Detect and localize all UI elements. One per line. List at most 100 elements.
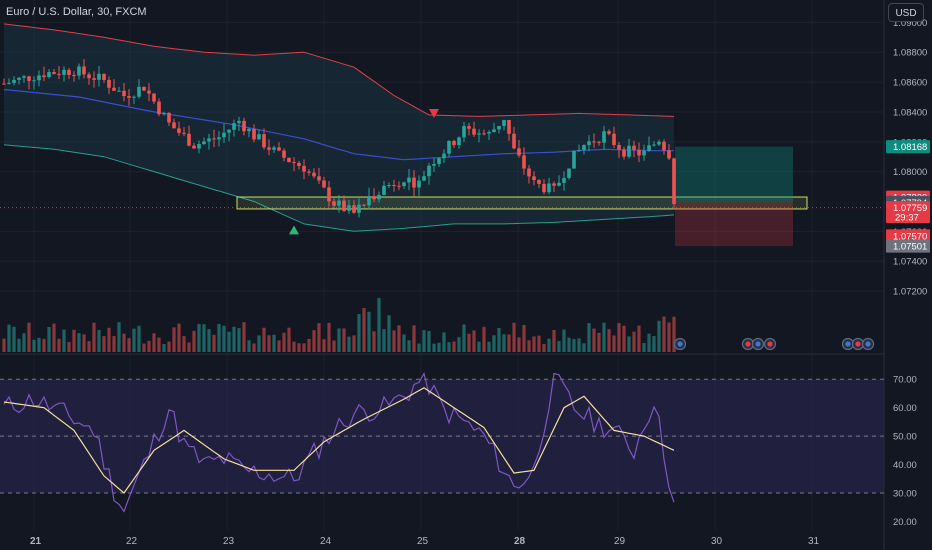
volume-bar: [117, 322, 121, 352]
volume-bar: [512, 322, 516, 352]
candle-body: [407, 177, 411, 183]
candle-body: [482, 133, 486, 135]
candle-body: [252, 128, 256, 140]
volume-bar: [462, 324, 466, 352]
price-badge: [886, 201, 930, 224]
candle-body: [217, 137, 221, 140]
candle-body: [492, 129, 496, 133]
chart-title: Euro / U.S. Dollar, 30, FXCM: [6, 6, 147, 18]
candle-body: [292, 162, 296, 164]
candle-body: [532, 176, 536, 181]
volume-bar: [17, 338, 21, 352]
rsi-tick-label: 40.00: [893, 460, 917, 471]
volume-bar: [392, 330, 396, 352]
volume-bar: [647, 333, 651, 352]
candle-body: [572, 150, 576, 169]
volume-bar: [552, 330, 556, 352]
candle-body: [52, 72, 56, 74]
volume-bar: [182, 336, 186, 352]
volume-bar: [252, 343, 256, 352]
volume-bar: [157, 337, 161, 352]
candle-body: [337, 200, 341, 206]
volume-bar: [437, 342, 441, 352]
volume-bar: [57, 338, 61, 352]
volume-bar: [422, 330, 426, 352]
candle-body: [642, 150, 646, 156]
candle-body: [232, 123, 236, 130]
volume-bar: [82, 334, 86, 352]
volume-bar: [167, 341, 171, 352]
date-label: 28: [514, 536, 526, 547]
candle-body: [637, 149, 641, 156]
volume-bar: [417, 343, 421, 352]
volume-bar: [72, 329, 76, 352]
candle-body: [332, 201, 336, 206]
candle-body: [422, 176, 426, 181]
currency-button[interactable]: USD: [888, 3, 924, 22]
candle-body: [242, 120, 246, 132]
candle-body: [587, 141, 591, 146]
candle-body: [462, 126, 466, 138]
candle-body: [192, 145, 196, 149]
volume-bar: [582, 343, 586, 352]
candle-body: [27, 76, 31, 81]
volume-bar: [537, 335, 541, 352]
volume-bar: [127, 338, 131, 352]
candle-body: [552, 183, 556, 186]
volume-bar: [7, 324, 11, 352]
candle-body: [402, 182, 406, 186]
volume-bar: [457, 337, 461, 352]
volume-bar: [662, 316, 666, 352]
candle-body: [497, 125, 501, 130]
candle-body: [137, 86, 141, 97]
volume-bar: [377, 298, 381, 352]
volume-bar: [42, 338, 46, 352]
buy-signal-icon: [289, 225, 299, 235]
price-badge-label: 1.07570: [893, 231, 927, 242]
candle-body: [617, 144, 621, 150]
candle-body: [72, 74, 76, 76]
volume-bar: [382, 329, 386, 352]
volume-bar: [617, 323, 621, 352]
rsi-tick-label: 60.00: [893, 403, 917, 414]
volume-bar: [257, 335, 261, 352]
volume-bar: [187, 342, 191, 352]
candle-body: [432, 163, 436, 166]
candle-body: [307, 171, 311, 173]
candle-body: [67, 69, 71, 75]
volume-bar: [472, 330, 476, 352]
candle-body: [142, 86, 146, 91]
candle-body: [662, 141, 666, 151]
volume-bar: [332, 340, 336, 352]
event-flag-dot: [767, 341, 773, 347]
candle-body: [87, 74, 91, 79]
volume-bar: [497, 328, 501, 352]
volume-bar: [102, 336, 106, 352]
candle-body: [117, 90, 121, 92]
candle-body: [567, 168, 571, 178]
volume-bar: [317, 323, 321, 352]
candle-body: [582, 145, 586, 150]
candle-body: [297, 162, 301, 166]
volume-bar: [2, 338, 6, 352]
candle-body: [207, 138, 211, 142]
candle-body: [632, 145, 636, 150]
volume-bar: [22, 333, 26, 352]
candle-body: [502, 120, 506, 126]
volume-bar: [52, 323, 56, 352]
volume-bar: [387, 315, 391, 352]
candle-body: [42, 75, 46, 78]
candle-body: [597, 141, 601, 143]
candle-body: [147, 90, 151, 94]
volume-bar: [447, 342, 451, 352]
volume-bar: [522, 324, 526, 352]
volume-bar: [262, 327, 266, 352]
volume-bar: [177, 323, 181, 352]
price-tick-label: 1.07400: [893, 257, 927, 268]
price-badge: [886, 229, 930, 243]
volume-bar: [217, 323, 221, 352]
candle-body: [577, 149, 581, 151]
date-label: 30: [711, 536, 723, 547]
